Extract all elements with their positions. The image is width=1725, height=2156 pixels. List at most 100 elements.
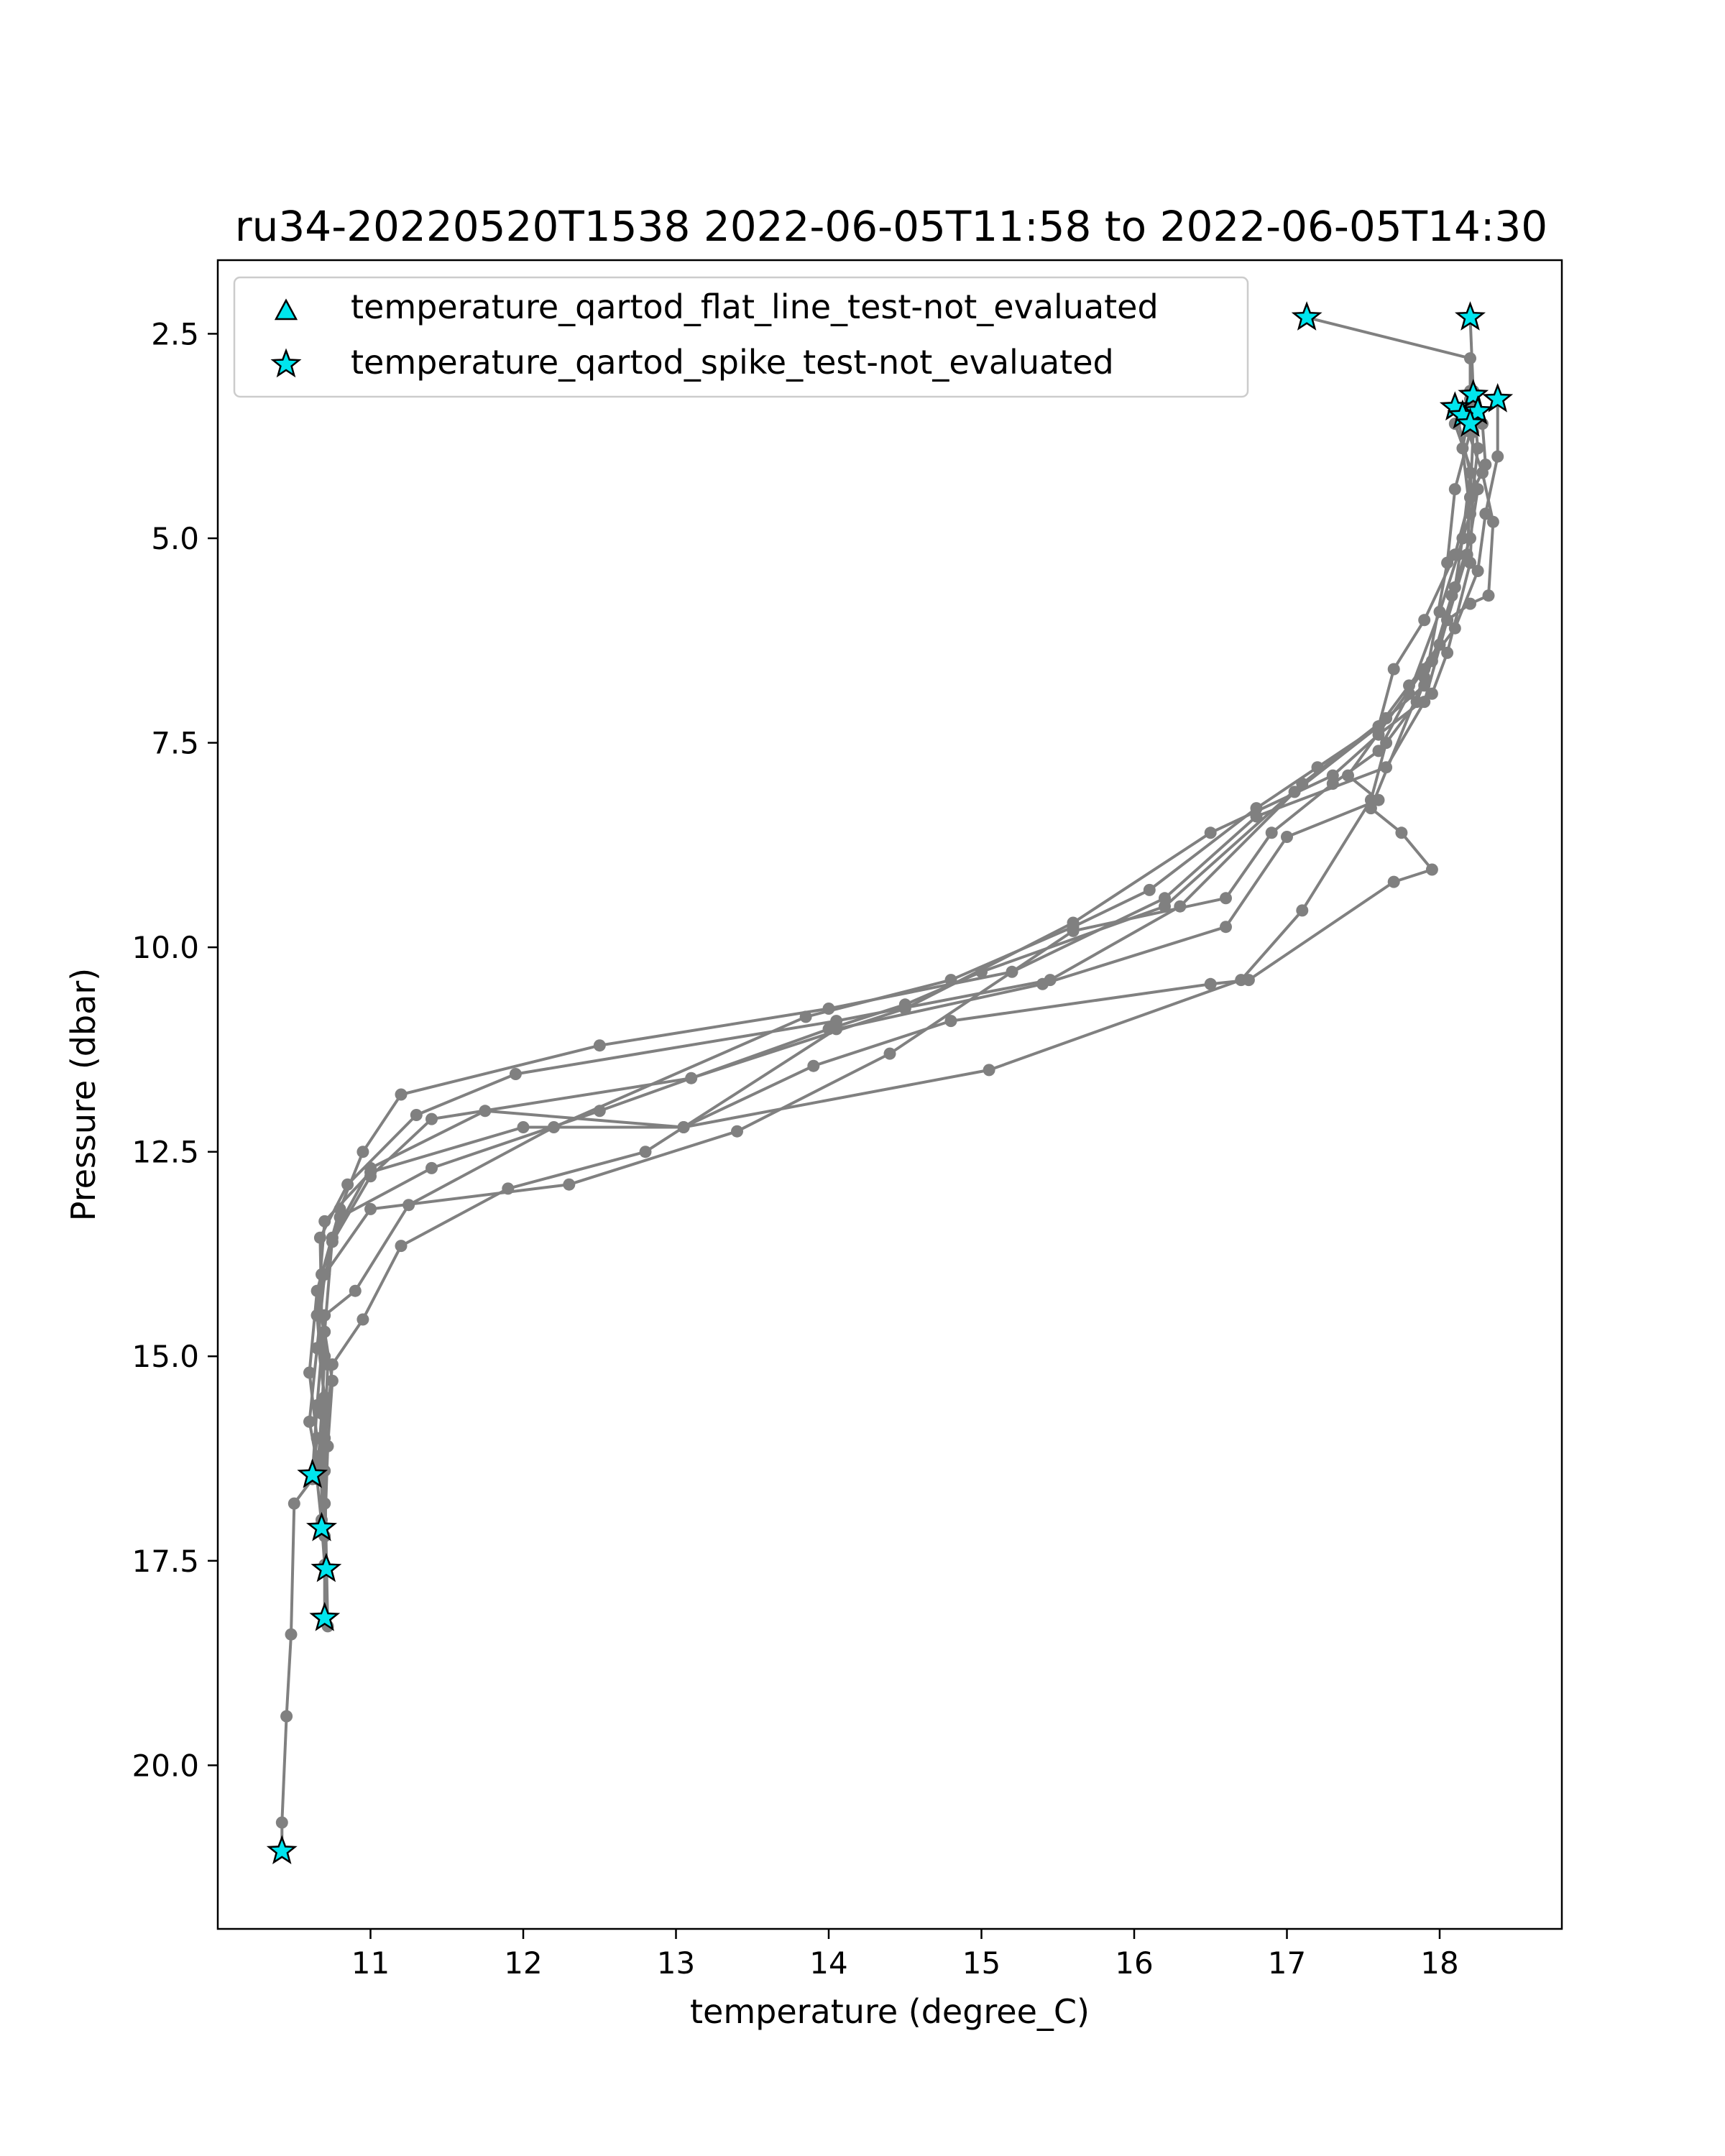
spike-test-star-marker xyxy=(1454,407,1486,437)
profile-point xyxy=(285,1628,298,1641)
profile-series xyxy=(306,397,1492,1481)
x-tick-label: 18 xyxy=(1420,1945,1458,1981)
y-tick-label: 12.5 xyxy=(132,1135,199,1170)
profile-point xyxy=(1235,974,1248,987)
profile-point xyxy=(1425,863,1438,876)
profile-point xyxy=(1387,663,1400,676)
profile-point xyxy=(1471,483,1484,496)
profile-point xyxy=(1448,483,1461,496)
profile-point xyxy=(563,1178,576,1191)
profile-point xyxy=(677,1121,690,1133)
profile-series xyxy=(275,311,1480,1858)
profile-point xyxy=(1464,352,1476,365)
profile-point xyxy=(410,1109,423,1121)
profile-point xyxy=(356,1313,369,1326)
y-tick-label: 2.5 xyxy=(151,316,199,351)
profile-series xyxy=(313,401,1476,1575)
profile-point xyxy=(1265,826,1278,839)
profile-point xyxy=(1441,646,1454,659)
profile-point xyxy=(1159,900,1171,913)
profile-point xyxy=(509,1068,522,1080)
profile-point xyxy=(303,1415,316,1428)
profile-point xyxy=(1479,507,1492,520)
profile-point xyxy=(1296,904,1309,917)
profile-series xyxy=(310,393,1484,1534)
legend-triangle-marker-icon xyxy=(274,298,298,321)
y-tick-label: 20.0 xyxy=(132,1748,199,1783)
profile-point xyxy=(334,1211,346,1224)
spike-test-star-marker xyxy=(1482,382,1514,413)
profile-point xyxy=(1067,924,1080,937)
profile-point xyxy=(280,1710,293,1723)
profile-point xyxy=(1471,565,1484,577)
y-tick-label: 15.0 xyxy=(132,1339,199,1374)
spike-test-star-marker xyxy=(1454,301,1486,331)
profile-point xyxy=(1281,831,1293,843)
profile-point xyxy=(1448,622,1461,635)
profile-point xyxy=(395,1240,408,1253)
profile-point xyxy=(1441,556,1454,569)
profile-point xyxy=(1491,450,1504,463)
profile-point xyxy=(1380,711,1393,724)
profiles-layer xyxy=(275,311,1504,1858)
profile-line xyxy=(318,407,1472,1570)
profile-point xyxy=(341,1178,354,1191)
profile-line xyxy=(280,315,1475,1851)
profile-point xyxy=(1250,802,1263,815)
profile-point xyxy=(517,1121,530,1133)
spike-test-star-marker xyxy=(1462,395,1494,425)
profile-point xyxy=(1326,778,1339,790)
x-axis-ticks: 11 12 13 14 15 16 17 18 xyxy=(351,1929,1459,1981)
profile-series xyxy=(303,311,1480,1469)
profile-point xyxy=(1479,459,1492,471)
profile-point xyxy=(479,1105,492,1118)
x-tick-label: 17 xyxy=(1268,1945,1306,1981)
x-axis-label: temperature (degree_C) xyxy=(690,1992,1090,2031)
profile-point xyxy=(1342,769,1354,782)
y-axis-ticks: 2.5 5.0 7.5 10.0 12.5 15.0 17.5 20.0 xyxy=(132,316,218,1783)
spike-test-star-marker xyxy=(309,1601,341,1631)
spike-test-star-marker xyxy=(266,1835,298,1865)
profile-point xyxy=(807,1059,820,1072)
profile-point xyxy=(883,1047,896,1060)
profile-point xyxy=(975,965,988,978)
profile-point xyxy=(1452,548,1464,561)
profile-point xyxy=(316,1268,328,1281)
y-tick-label: 7.5 xyxy=(151,726,199,761)
profile-series xyxy=(316,393,1504,1526)
spike-test-star-marker xyxy=(305,1511,338,1542)
chart-title: ru34-20220520T1538 2022-06-05T11:58 to 2… xyxy=(235,202,1547,251)
legend-star-marker-icon xyxy=(270,348,302,378)
profile-point xyxy=(275,1816,288,1829)
legend-label-spike: temperature_qartod_spike_test-not_evalua… xyxy=(351,343,1114,382)
profile-point xyxy=(944,1015,957,1028)
profile-point xyxy=(1204,826,1217,839)
profile-point xyxy=(1482,589,1495,602)
profile-point xyxy=(983,1064,995,1077)
profile-point xyxy=(364,1202,377,1215)
profile-point xyxy=(312,1342,325,1355)
spike-markers-layer xyxy=(266,301,1514,1865)
profile-point xyxy=(288,1497,300,1510)
profile-point xyxy=(1418,614,1431,627)
profile-point xyxy=(1204,977,1217,990)
profile-point xyxy=(318,1391,331,1404)
legend-label-flat-line: temperature_qartod_flat_line_test-not_ev… xyxy=(351,287,1159,326)
profile-line xyxy=(316,399,1480,1529)
x-tick-label: 11 xyxy=(351,1945,390,1981)
plot-area-frame xyxy=(216,259,1563,1930)
legend: temperature_qartod_flat_line_test-not_ev… xyxy=(233,276,1249,398)
profile-point xyxy=(1445,589,1458,602)
profile-point xyxy=(639,1146,652,1158)
legend-box xyxy=(233,276,1249,398)
profile-point xyxy=(1387,875,1400,888)
profile-point xyxy=(1395,826,1408,839)
profile-series xyxy=(318,409,1499,1624)
x-tick-label: 16 xyxy=(1115,1945,1153,1981)
x-tick-label: 14 xyxy=(809,1945,847,1981)
profile-point xyxy=(1410,696,1423,709)
profile-point xyxy=(356,1146,369,1158)
profile-point xyxy=(1486,515,1499,528)
y-tick-label: 5.0 xyxy=(151,521,199,556)
